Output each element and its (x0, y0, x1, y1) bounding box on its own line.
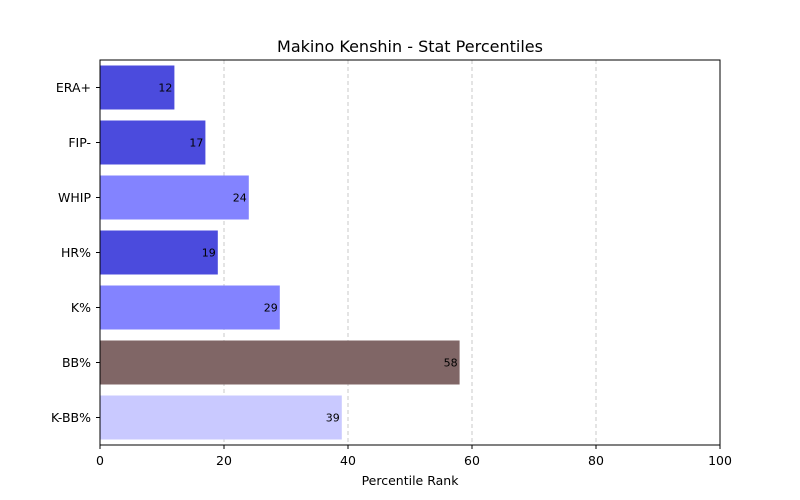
bar-whip (100, 175, 249, 220)
grid-lines (223, 60, 597, 445)
bar-value-label: 29 (264, 302, 278, 315)
bar-value-label: 39 (326, 412, 340, 425)
bar-hr- (100, 230, 218, 275)
bar-value-label: 19 (202, 247, 216, 260)
y-tick-label: ERA+ (56, 80, 91, 95)
bar-value-label: 24 (233, 192, 247, 205)
x-tick-label: 80 (588, 453, 604, 468)
x-tick-label: 100 (708, 453, 732, 468)
bar-era- (100, 65, 175, 110)
x-axis-label: Percentile Rank (362, 473, 460, 488)
y-tick-label: BB% (62, 355, 91, 370)
bar-bb- (100, 340, 460, 385)
bar-value-label: 12 (158, 82, 172, 95)
bar-value-label: 17 (189, 137, 203, 150)
x-axis-ticks: 0 20 40 60 80 100 (96, 445, 732, 468)
bars (100, 65, 460, 440)
bar-fip- (100, 120, 206, 165)
x-tick-label: 60 (464, 453, 480, 468)
x-tick-label: 20 (216, 453, 232, 468)
y-tick-label: HR% (61, 245, 91, 260)
value-labels: 12 17 24 19 29 58 39 (158, 82, 457, 425)
bar-k-bb- (100, 395, 342, 440)
bar-value-label: 58 (444, 357, 458, 370)
chart-title: Makino Kenshin - Stat Percentiles (277, 37, 543, 56)
y-tick-label: FIP- (68, 135, 91, 150)
bar-k- (100, 285, 280, 330)
x-tick-label: 40 (340, 453, 356, 468)
x-tick-label: 0 (96, 453, 104, 468)
y-tick-label: K% (71, 300, 91, 315)
y-tick-label: WHIP (58, 190, 91, 205)
y-tick-label: K-BB% (51, 410, 91, 425)
y-axis-ticks: ERA+ FIP- WHIP HR% K% BB% K-BB% (51, 80, 100, 425)
